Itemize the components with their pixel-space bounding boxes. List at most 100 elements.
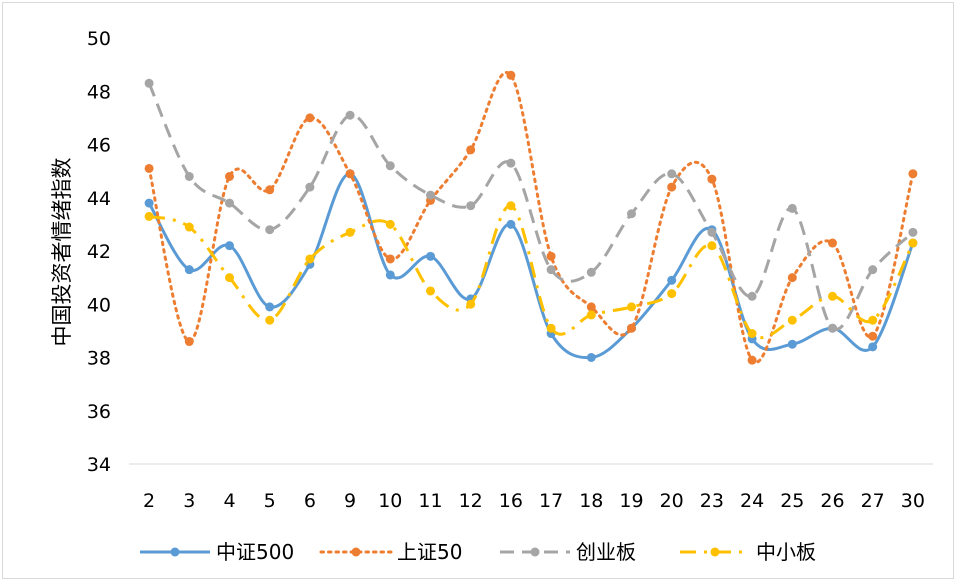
data-point <box>787 203 797 213</box>
data-point <box>265 185 275 195</box>
legend-item: 中小板 <box>680 540 816 564</box>
series-line <box>147 82 914 331</box>
data-point <box>787 315 797 325</box>
legend-marker <box>351 547 361 557</box>
data-point <box>466 145 476 155</box>
y-tick-label: 38 <box>87 348 111 370</box>
x-tick-label: 30 <box>901 490 925 512</box>
data-point <box>184 265 194 275</box>
data-point <box>506 219 516 229</box>
data-point <box>908 169 918 179</box>
data-point <box>305 254 315 264</box>
data-point <box>144 78 154 88</box>
x-tick-label: 23 <box>700 490 724 512</box>
series-2 <box>144 70 918 365</box>
data-point <box>385 254 395 264</box>
data-point <box>426 286 435 296</box>
data-point <box>184 171 194 181</box>
data-point <box>265 302 275 312</box>
data-point <box>466 201 476 211</box>
x-tick-label: 18 <box>579 490 603 512</box>
series-line <box>148 204 915 340</box>
data-point <box>828 238 837 248</box>
data-point <box>466 299 476 309</box>
legend-marker <box>710 547 720 557</box>
data-point <box>385 270 395 280</box>
data-point <box>305 113 315 123</box>
x-tick-label: 27 <box>861 490 885 512</box>
x-tick-label: 2 <box>143 490 155 512</box>
series-3 <box>144 78 918 333</box>
data-point <box>707 241 717 251</box>
data-point <box>667 169 677 179</box>
legend-item: 中证500 <box>140 540 294 564</box>
data-point <box>747 329 757 339</box>
y-tick-label: 50 <box>87 28 111 50</box>
data-point <box>546 323 556 333</box>
data-point <box>586 353 596 362</box>
data-point <box>345 110 355 120</box>
y-tick-label: 34 <box>87 454 111 476</box>
legend-label: 中证500 <box>216 540 294 564</box>
data-point <box>627 323 636 333</box>
data-point <box>586 310 596 320</box>
data-point <box>868 342 878 352</box>
data-point <box>144 211 154 221</box>
data-point <box>184 222 194 232</box>
data-point <box>667 182 677 192</box>
x-tick-label: 10 <box>378 490 402 512</box>
data-point <box>707 227 717 237</box>
x-tick-label: 3 <box>183 490 195 512</box>
data-point <box>546 265 556 275</box>
data-point <box>868 315 878 325</box>
data-point <box>385 219 395 229</box>
data-point <box>787 273 797 283</box>
x-tick-label: 25 <box>780 490 804 512</box>
x-tick-label: 16 <box>499 490 523 512</box>
data-point <box>828 291 837 301</box>
data-point <box>345 169 355 179</box>
legend-item: 创业板 <box>500 540 636 564</box>
data-point <box>225 273 234 283</box>
data-point <box>225 241 234 251</box>
x-tick-label: 20 <box>660 490 684 512</box>
y-tick-label: 44 <box>87 188 111 210</box>
x-tick-label: 5 <box>264 490 276 512</box>
data-point <box>506 70 516 80</box>
data-point <box>747 355 757 365</box>
x-tick-label: 9 <box>344 490 356 512</box>
data-point <box>787 339 797 349</box>
x-tick-label: 26 <box>820 490 844 512</box>
x-tick-label: 17 <box>539 490 563 512</box>
data-point <box>144 198 154 208</box>
data-point <box>828 323 837 333</box>
x-tick-label: 4 <box>223 490 235 512</box>
plot-area <box>144 70 918 365</box>
data-point <box>908 227 918 237</box>
x-tick-label: 19 <box>619 490 643 512</box>
data-point <box>908 238 918 248</box>
data-point <box>184 337 194 347</box>
legend-item: 上证50 <box>319 540 462 564</box>
data-point <box>667 289 677 299</box>
data-point <box>225 171 234 181</box>
data-point <box>747 291 757 301</box>
data-point <box>627 302 636 312</box>
data-point <box>426 190 435 200</box>
x-tick-label: 6 <box>304 490 316 512</box>
x-tick-label: 12 <box>459 490 483 512</box>
x-tick-label: 24 <box>740 490 764 512</box>
legend-label: 创业板 <box>576 540 636 564</box>
data-point <box>506 201 516 211</box>
data-point <box>627 209 636 219</box>
legend-marker <box>170 547 180 557</box>
series-line <box>147 172 915 360</box>
series-4 <box>144 201 918 340</box>
legend-label: 上证50 <box>397 540 462 564</box>
y-tick-label: 40 <box>87 294 111 316</box>
data-point <box>868 331 878 341</box>
data-point <box>144 163 154 173</box>
data-point <box>225 198 234 208</box>
